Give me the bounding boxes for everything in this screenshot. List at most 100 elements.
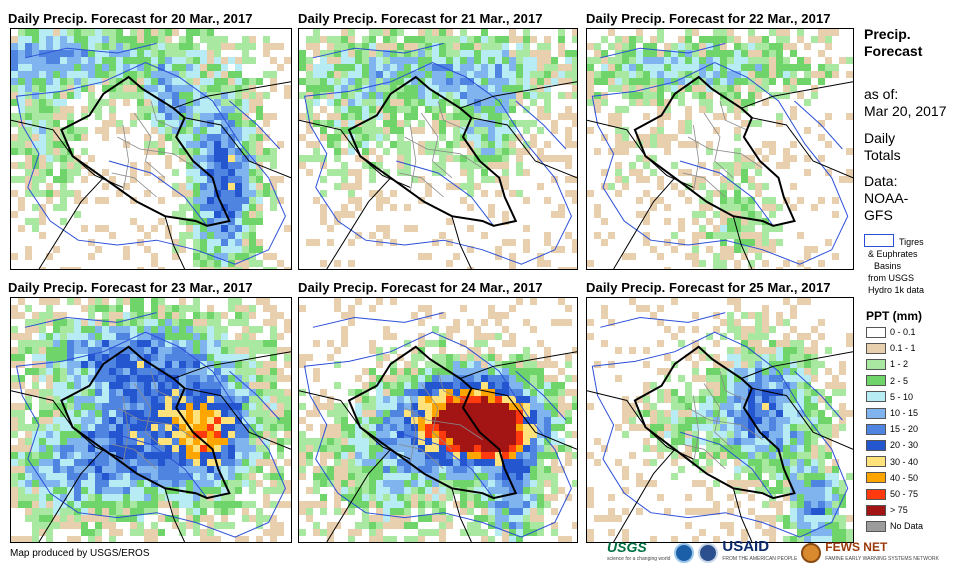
precip-cell	[495, 501, 502, 508]
precip-cell	[453, 445, 460, 452]
precip-cell	[207, 71, 214, 78]
precip-cell	[699, 417, 706, 424]
precip-cell	[214, 71, 221, 78]
precip-cell	[678, 375, 685, 382]
precip-cell	[158, 298, 165, 305]
precip-cell	[235, 113, 242, 120]
precip-cell	[650, 50, 657, 57]
precip-cell	[636, 155, 643, 162]
precip-cell	[221, 197, 228, 204]
precip-cell	[137, 326, 144, 333]
precip-cell	[678, 169, 685, 176]
precip-cell	[81, 225, 88, 232]
precip-cell	[446, 57, 453, 64]
precip-cell	[11, 473, 18, 480]
precip-cell	[228, 141, 235, 148]
precip-cell	[755, 340, 762, 347]
precip-cell	[537, 260, 544, 267]
precip-cell	[270, 368, 277, 375]
precip-cell	[467, 319, 474, 326]
precip-cell	[334, 487, 341, 494]
precip-cell	[699, 452, 706, 459]
precip-cell	[39, 148, 46, 155]
precip-cell	[123, 494, 130, 501]
precip-cell	[25, 536, 32, 542]
precip-cell	[165, 375, 172, 382]
precip-cell	[678, 99, 685, 106]
precip-cell	[467, 225, 474, 232]
precip-cell	[81, 78, 88, 85]
precip-cell	[608, 183, 615, 190]
precip-cell	[11, 253, 18, 260]
precip-cell	[418, 99, 425, 106]
precip-cell	[81, 389, 88, 396]
precip-cell	[327, 36, 334, 43]
precip-cell	[467, 522, 474, 529]
precip-cell	[165, 319, 172, 326]
precip-cell	[460, 85, 467, 92]
precip-cell	[207, 36, 214, 43]
precip-cell	[165, 466, 172, 473]
precip-cell	[741, 312, 748, 319]
precip-cell	[530, 480, 537, 487]
precip-cell	[685, 445, 692, 452]
precip-cell	[741, 78, 748, 85]
precip-cell	[432, 417, 439, 424]
precip-cell	[88, 92, 95, 99]
precip-cell	[643, 71, 650, 78]
precip-cell	[348, 71, 355, 78]
precip-cell	[411, 522, 418, 529]
precip-cell	[804, 417, 811, 424]
precip-cell	[376, 64, 383, 71]
precip-cell	[839, 368, 846, 375]
precip-cell	[137, 50, 144, 57]
precip-cell	[39, 64, 46, 71]
precip-cell	[692, 71, 699, 78]
precip-cell	[509, 57, 516, 64]
precip-cell	[123, 410, 130, 417]
precip-cell	[39, 431, 46, 438]
precip-cell	[39, 99, 46, 106]
precip-cell	[348, 473, 355, 480]
precip-cell	[727, 64, 734, 71]
precip-cell	[720, 375, 727, 382]
precip-cell	[32, 204, 39, 211]
precip-cell	[615, 113, 622, 120]
precip-cell	[165, 368, 172, 375]
precip-cell	[207, 522, 214, 529]
precip-cell	[846, 113, 853, 120]
precip-cell	[383, 333, 390, 340]
precip-cell	[439, 410, 446, 417]
precip-cell	[537, 78, 544, 85]
basin-outline	[24, 312, 157, 328]
precip-cell	[306, 57, 313, 64]
precip-cell	[200, 225, 207, 232]
precip-cell	[263, 452, 270, 459]
precip-cell	[320, 459, 327, 466]
precip-cell	[509, 417, 516, 424]
precip-cell	[270, 155, 277, 162]
precip-cell	[341, 487, 348, 494]
precip-cell	[88, 410, 95, 417]
precip-cell	[516, 445, 523, 452]
precip-cell	[74, 382, 81, 389]
precip-cell	[418, 515, 425, 522]
precip-cell	[502, 162, 509, 169]
precip-cell	[270, 361, 277, 368]
precip-cell	[74, 298, 81, 305]
precip-cell	[228, 382, 235, 389]
precip-cell	[116, 78, 123, 85]
precip-cell	[699, 85, 706, 92]
precip-cell	[685, 169, 692, 176]
precip-cell	[608, 113, 615, 120]
precip-cell	[530, 298, 537, 305]
precip-cell	[193, 445, 200, 452]
precip-cell	[249, 396, 256, 403]
precip-cell	[263, 459, 270, 466]
precip-cell	[11, 403, 18, 410]
precip-cell	[397, 127, 404, 134]
precip-cell	[404, 382, 411, 389]
precip-cell	[249, 466, 256, 473]
precip-cell	[109, 368, 116, 375]
precip-cell	[432, 92, 439, 99]
